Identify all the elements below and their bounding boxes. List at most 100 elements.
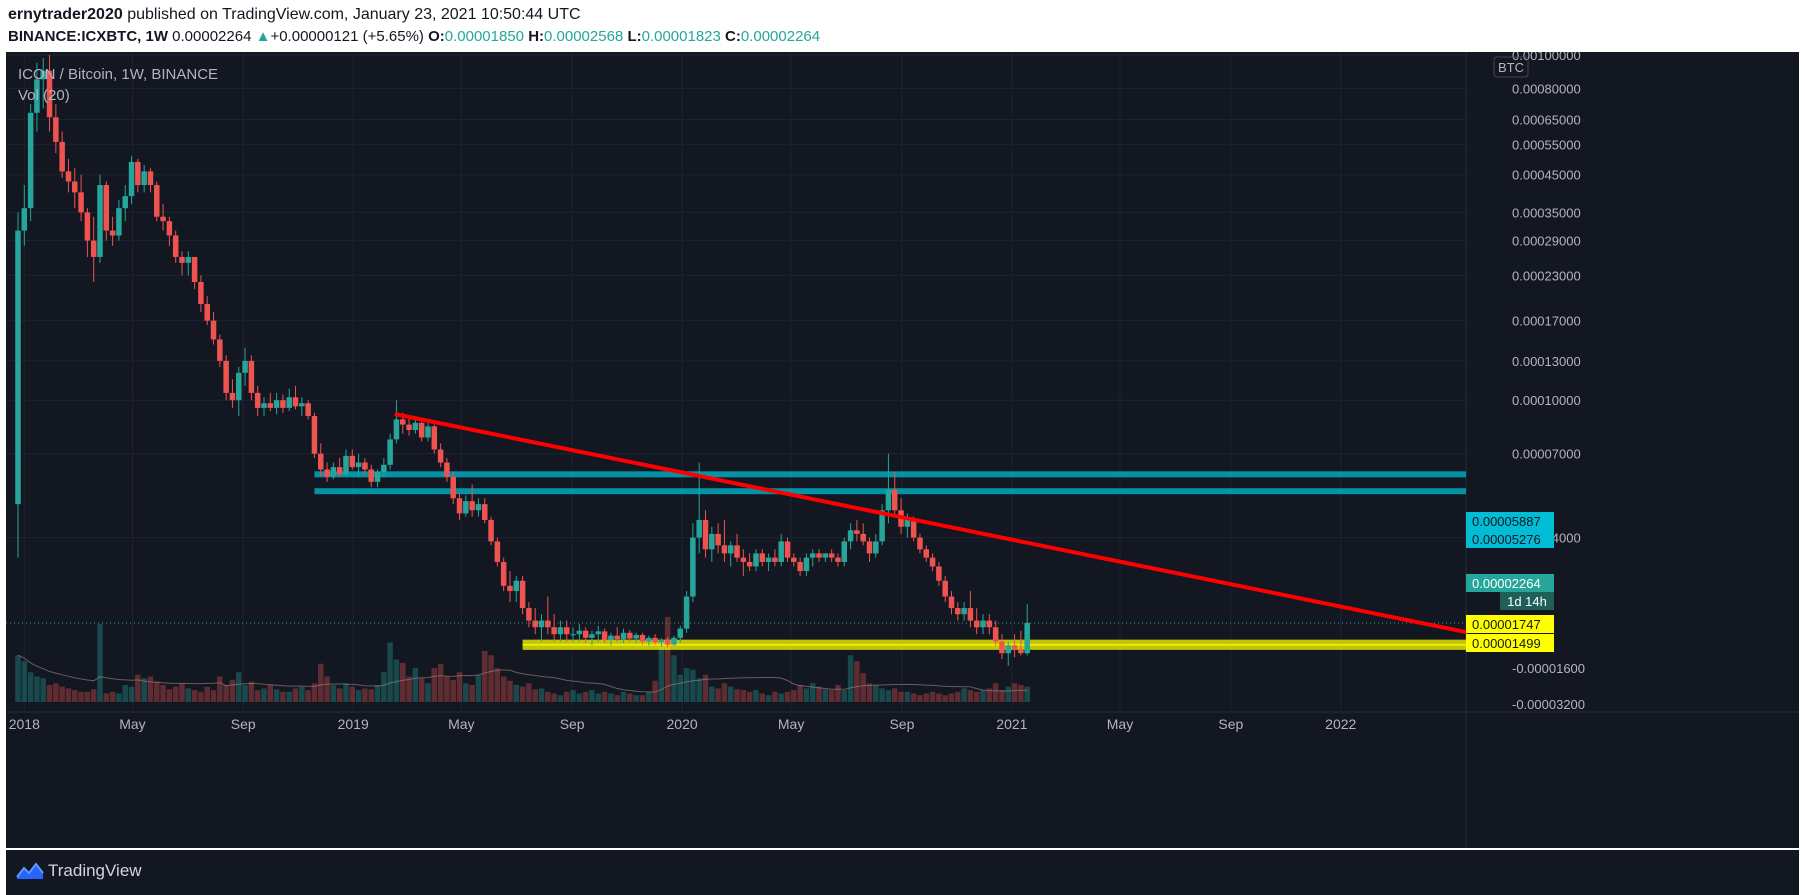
close-value: 0.00002264	[740, 28, 821, 45]
volume-bar	[191, 690, 198, 702]
candle-body	[538, 620, 545, 628]
candle-body	[582, 630, 589, 638]
time-tick-label: 2022	[1325, 716, 1356, 732]
volume-bar	[53, 683, 59, 702]
volume-tick-label: -0.00003200	[1512, 697, 1585, 712]
high-value: 0.00002568	[544, 28, 624, 45]
volume-bar	[513, 685, 520, 702]
volume-bar	[847, 655, 854, 702]
volume-bar	[1011, 683, 1018, 702]
candle-body	[362, 462, 368, 470]
volume-bar	[816, 686, 822, 702]
candle-body	[992, 627, 999, 642]
candle-body	[734, 545, 740, 558]
candle-body	[393, 419, 400, 440]
chart-container[interactable]: 0.00100000 0.00080000 0.00065000 0.00055000…	[6, 52, 1799, 848]
candle-body	[727, 545, 734, 554]
candle-body	[198, 281, 204, 304]
volume-bar	[425, 683, 431, 702]
chart-title: ICON / Bitcoin, 1W, BINANCE	[18, 66, 219, 83]
volume-bar	[273, 689, 280, 702]
candle-body	[349, 455, 356, 468]
volume-ma-line	[17, 654, 1028, 693]
volume-bar	[128, 686, 135, 702]
candle-body	[639, 634, 646, 642]
candle-body	[696, 519, 702, 538]
tradingview-logo-icon[interactable]	[16, 860, 44, 882]
volume-bar	[15, 655, 21, 702]
candle-body	[570, 634, 576, 636]
candle-body	[683, 596, 690, 629]
candle-body	[109, 230, 116, 236]
volume-bar	[267, 685, 274, 702]
author-name[interactable]: ernytrader2020	[8, 6, 123, 23]
candle-body	[135, 161, 141, 186]
candle-body	[873, 541, 879, 554]
candle-body	[418, 422, 425, 438]
support-zone	[522, 639, 1466, 646]
candle-body	[507, 585, 513, 592]
volume-bar	[778, 693, 784, 702]
candle-body	[1011, 645, 1018, 650]
volume-bar	[160, 685, 166, 702]
volume-indicator-label[interactable]: Vol (20)	[18, 87, 70, 104]
volume-bar	[879, 688, 885, 702]
volume-bar	[103, 693, 110, 702]
countdown-text: 1d 14h	[1507, 594, 1547, 609]
volume-bar	[639, 695, 646, 702]
candle-body	[709, 533, 715, 550]
resistance-zone	[314, 471, 1467, 478]
published-text: published on TradingView.com, January 23…	[122, 6, 581, 23]
candle-body	[53, 117, 59, 142]
volume-bar	[967, 690, 974, 702]
volume-bar	[898, 691, 904, 702]
candle-body	[620, 632, 627, 640]
candle-body	[336, 467, 343, 475]
volume-bar	[437, 663, 444, 702]
price-tick-label: 0.00055000	[1512, 138, 1581, 153]
volume-bar	[797, 685, 803, 702]
symbol-name: BINANCE:ICXBTC, 1W	[8, 28, 168, 45]
volume-bar	[450, 679, 456, 702]
candle-body	[261, 403, 267, 408]
volume-bar	[166, 689, 173, 702]
volume-bar	[1024, 686, 1030, 702]
price-label-box	[1466, 512, 1554, 530]
volume-bar	[614, 695, 620, 702]
volume-bar	[109, 691, 116, 702]
volume-bar	[59, 686, 65, 702]
candle-body	[444, 462, 450, 477]
volume-bar	[715, 688, 721, 702]
volume-bar	[286, 691, 292, 702]
price-label-box	[1466, 530, 1554, 548]
candle-body	[425, 426, 431, 438]
volume-bar	[368, 689, 374, 702]
price-chart[interactable]: 0.00100000 0.00080000 0.00065000 0.00055000…	[6, 52, 1799, 848]
tradingview-brand[interactable]: TradingView	[48, 861, 142, 880]
candle-body	[191, 256, 198, 282]
candle-body	[84, 212, 91, 241]
volume-bar	[582, 691, 589, 702]
time-tick-label: May	[778, 716, 804, 732]
candle-body	[166, 221, 173, 236]
candle-body	[286, 397, 292, 408]
candle-body	[923, 549, 930, 558]
candle-body	[551, 627, 557, 635]
candle-body	[406, 424, 412, 430]
price-tick-label: 0.00007000	[1512, 447, 1581, 462]
candle-body	[929, 557, 936, 567]
candle-body	[494, 541, 501, 562]
volume-bar	[355, 690, 362, 702]
candle-body	[355, 462, 362, 468]
volume-bar	[955, 691, 961, 702]
candle-body	[948, 596, 955, 609]
candle-body	[816, 553, 822, 558]
time-tick-label: May	[448, 716, 474, 732]
candle-body	[210, 320, 217, 340]
volume-bar	[469, 685, 475, 702]
volume-bar	[677, 674, 684, 702]
time-tick-label: 2019	[338, 716, 369, 732]
price-label-box	[1466, 634, 1554, 652]
volume-bar	[873, 685, 879, 702]
time-tick-label: Sep	[560, 716, 585, 732]
